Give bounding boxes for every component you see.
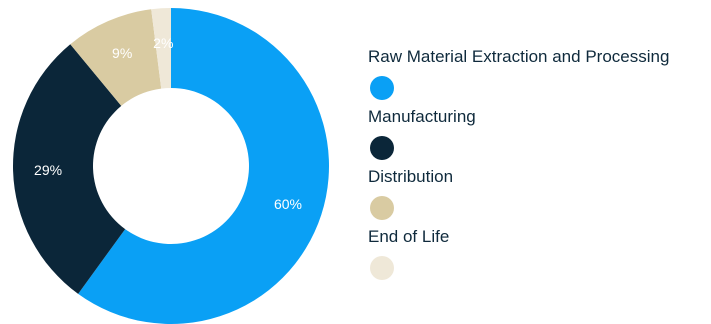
donut-slice-raw-material-extraction-and-processing: [78, 8, 330, 324]
legend-label: Distribution: [368, 167, 454, 186]
slice-labels: 60% 29% 9% 2%: [34, 35, 302, 212]
slice-data-label: 29%: [34, 162, 62, 178]
legend-swatch: [370, 256, 394, 280]
legend-swatch: [370, 196, 394, 220]
slice-data-label: 2%: [153, 35, 173, 51]
legend-label: Manufacturing: [368, 107, 476, 126]
slice-data-label: 9%: [112, 45, 132, 61]
donut-slice-manufacturing: [12, 44, 126, 294]
legend-label: End of Life: [368, 227, 450, 246]
legend-swatch: [370, 76, 394, 100]
slice-data-label: 60%: [274, 196, 302, 212]
donut-slice-distribution: [70, 9, 162, 106]
legend: Raw Material Extraction and Processing M…: [368, 46, 708, 286]
donut-chart: 60% 29% 9% 2%: [12, 8, 330, 324]
legend-swatch: [370, 136, 394, 160]
legend-item-raw-material: Raw Material Extraction and Processing: [368, 46, 708, 106]
donut-slices: [12, 8, 330, 324]
legend-label: Raw Material Extraction and Processing: [368, 47, 670, 66]
legend-item-distribution: Distribution: [368, 166, 708, 226]
donut-slice-end-of-life: [151, 8, 171, 89]
legend-item-manufacturing: Manufacturing: [368, 106, 708, 166]
legend-item-end-of-life: End of Life: [368, 226, 708, 286]
